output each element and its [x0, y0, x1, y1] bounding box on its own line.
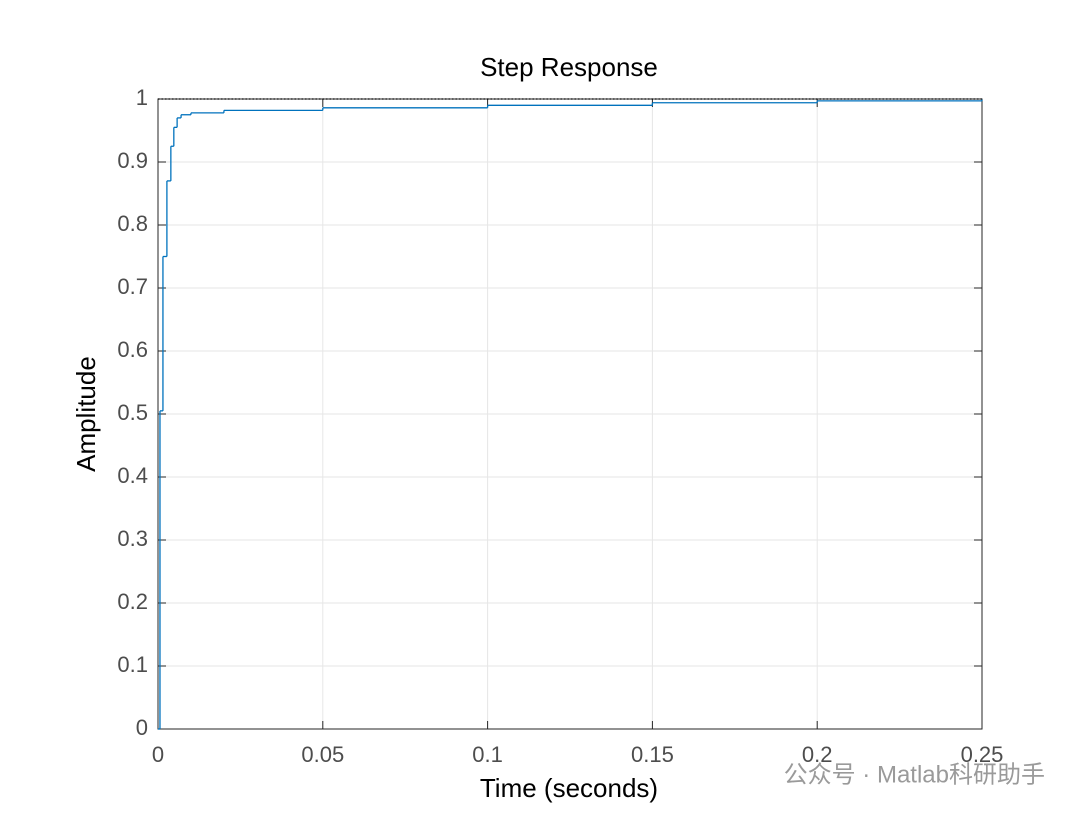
y-tick-label: 0	[136, 715, 148, 740]
x-axis-label: Time (seconds)	[480, 773, 658, 803]
chart-title: Step Response	[480, 52, 658, 82]
x-tick-label: 0.2	[802, 742, 833, 767]
x-tick-label: 0	[152, 742, 164, 767]
x-tick-label: 0.15	[631, 742, 674, 767]
y-tick-label: 0.7	[117, 274, 148, 299]
y-tick-label: 0.3	[117, 526, 148, 551]
y-tick-label: 0.1	[117, 652, 148, 677]
x-tick-label: 0.1	[472, 742, 503, 767]
plot-frame	[157, 98, 983, 730]
y-tick-label: 0.2	[117, 589, 148, 614]
y-tick-label: 0.8	[117, 211, 148, 236]
y-tick-label: 0.4	[117, 463, 148, 488]
y-tick-label: 0.9	[117, 148, 148, 173]
y-axis-label: Amplitude	[71, 356, 101, 472]
x-tick-label: 0.05	[301, 742, 344, 767]
y-tick-label: 0.5	[117, 400, 148, 425]
watermark: 公众号 · Matlab科研助手	[784, 761, 1045, 788]
y-tick-label: 1	[136, 85, 148, 110]
y-tick-label: 0.6	[117, 337, 148, 362]
x-tick-label: 0.25	[961, 742, 1004, 767]
